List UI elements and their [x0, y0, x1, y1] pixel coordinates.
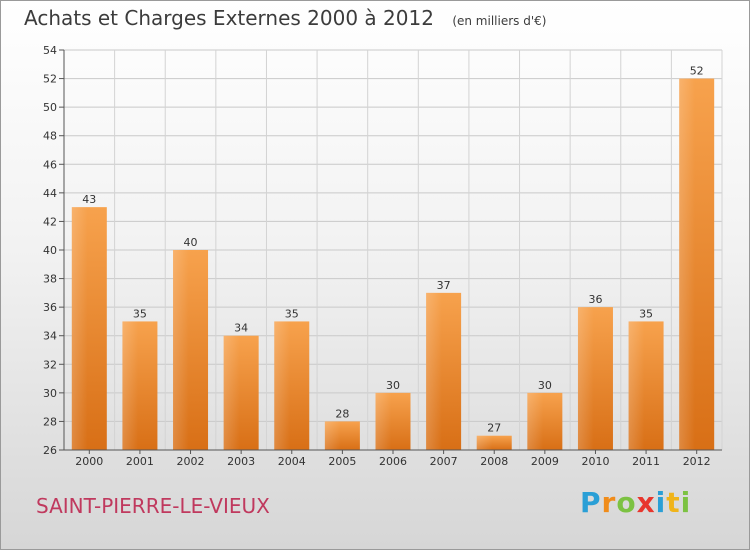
bar-value-label: 37: [437, 279, 451, 292]
y-tick-label: 36: [43, 301, 57, 314]
y-tick-label: 28: [43, 415, 57, 428]
logo-letter: P: [580, 486, 602, 519]
y-tick-label: 34: [43, 330, 57, 343]
bar-value-label: 43: [82, 193, 96, 206]
x-tick-label: 2000: [75, 455, 103, 468]
chart-unit-label: (en milliers d'€): [452, 14, 547, 28]
bar-highlight: [476, 435, 493, 450]
logo-letter: o: [616, 486, 637, 519]
bar-value-label: 30: [386, 379, 400, 392]
bar-value-label: 30: [538, 379, 552, 392]
x-tick-label: 2007: [430, 455, 458, 468]
x-tick-label: 2005: [328, 455, 356, 468]
bar-value-label: 40: [184, 236, 198, 249]
bar-highlight: [679, 78, 695, 451]
x-tick-label: 2002: [177, 455, 205, 468]
x-tick-label: 2012: [683, 455, 711, 468]
bar-value-label: 28: [335, 407, 349, 420]
logo-letter: i: [680, 486, 692, 519]
x-tick-label: 2004: [278, 455, 306, 468]
y-tick-label: 42: [43, 215, 57, 228]
bar-value-label: 34: [234, 322, 248, 335]
x-tick-label: 2009: [531, 455, 559, 468]
bar-value-label: 35: [639, 307, 653, 320]
logo-letter: i: [655, 486, 667, 519]
bar-highlight: [375, 392, 392, 450]
y-tick-label: 52: [43, 73, 57, 86]
x-tick-label: 2011: [632, 455, 660, 468]
location-name: SAINT-PIERRE-LE-VIEUX: [36, 494, 270, 518]
logo-letter: x: [636, 486, 656, 519]
y-tick-label: 32: [43, 358, 57, 371]
bar-highlight: [628, 321, 645, 450]
logo-letter: r: [601, 486, 617, 519]
y-tick-label: 54: [43, 44, 57, 57]
x-tick-label: 2010: [581, 455, 609, 468]
bar-value-label: 35: [285, 307, 299, 320]
bar-highlight: [223, 335, 240, 450]
y-tick-label: 46: [43, 158, 57, 171]
y-tick-label: 50: [43, 101, 57, 114]
bar-highlight: [577, 307, 594, 450]
chart-title: Achats et Charges Externes 2000 à 2012 (…: [24, 6, 546, 30]
y-tick-label: 38: [43, 273, 57, 286]
y-tick-label: 26: [43, 444, 57, 457]
bar-highlight: [274, 321, 291, 450]
bar-highlight: [426, 292, 442, 450]
bar-value-label: 27: [487, 422, 501, 435]
chart-title-text: Achats et Charges Externes 2000 à 2012: [24, 6, 434, 30]
x-tick-label: 2001: [126, 455, 154, 468]
logo-letter: t: [666, 486, 681, 519]
x-tick-label: 2003: [227, 455, 255, 468]
bar-value-label: 52: [690, 65, 704, 78]
y-tick-label: 40: [43, 244, 57, 257]
x-tick-label: 2008: [480, 455, 508, 468]
y-tick-label: 44: [43, 187, 57, 200]
bar-highlight: [122, 321, 139, 450]
bar-highlight: [71, 207, 88, 450]
proxiti-logo: Proxiti: [580, 486, 691, 519]
bar-value-label: 36: [588, 293, 602, 306]
bar-value-label: 35: [133, 307, 147, 320]
y-tick-label: 48: [43, 130, 57, 143]
x-tick-label: 2006: [379, 455, 407, 468]
bar-highlight: [173, 250, 189, 450]
bar-highlight: [324, 421, 341, 450]
bar-highlight: [527, 392, 544, 450]
y-tick-label: 30: [43, 387, 57, 400]
